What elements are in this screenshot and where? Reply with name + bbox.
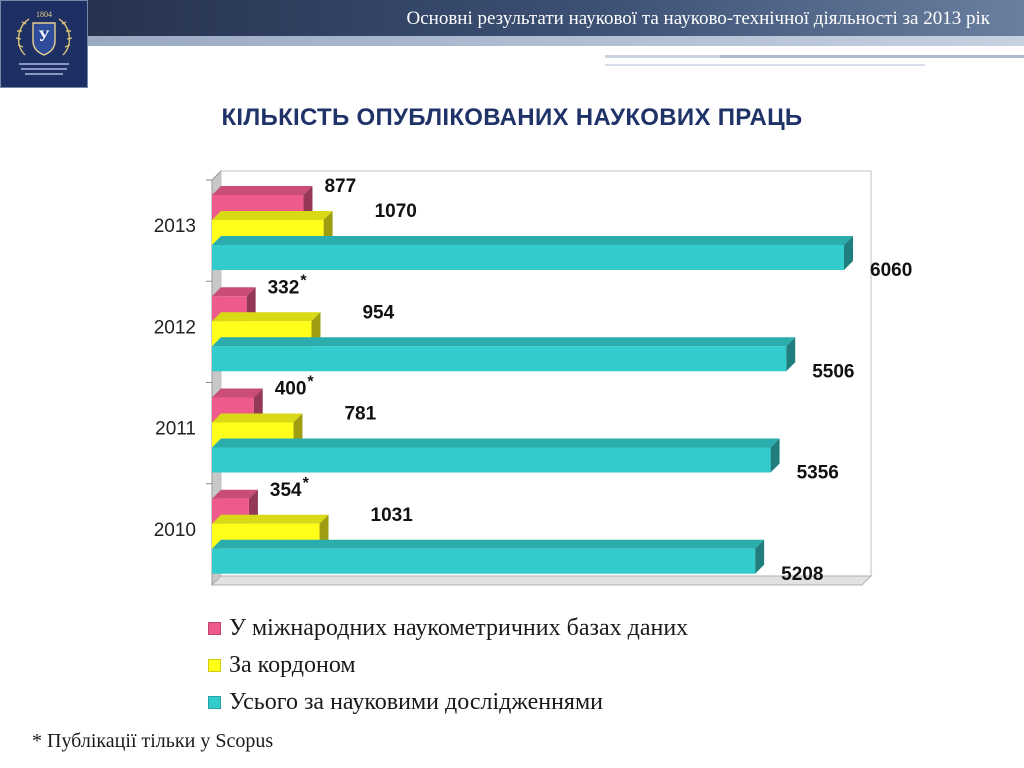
y-tick-label: 2010 xyxy=(154,520,196,541)
data-label: 332 xyxy=(268,277,300,298)
bar-top-face xyxy=(212,287,256,297)
data-label: 1070 xyxy=(375,201,417,222)
legend-swatch xyxy=(208,696,221,709)
legend-label: За кордоном xyxy=(229,652,356,678)
svg-text:У: У xyxy=(38,28,50,45)
legend-item: Усього за науковими дослідженнями xyxy=(208,686,908,723)
legend-swatch xyxy=(208,659,221,672)
data-label: 877 xyxy=(324,176,356,197)
header-band xyxy=(88,0,1024,36)
data-label: 5208 xyxy=(781,564,823,585)
bar-top-face xyxy=(212,413,303,423)
bar-top-face xyxy=(212,489,258,499)
legend-swatch xyxy=(208,622,221,635)
svg-text:1804: 1804 xyxy=(36,10,52,19)
chart-title: КІЛЬКІСТЬ ОПУБЛІКОВАНИХ НАУКОВИХ ПРАЦЬ xyxy=(221,104,803,131)
bar-top-face xyxy=(212,337,796,347)
y-tick-label: 2012 xyxy=(154,317,196,338)
bar-top-face xyxy=(212,539,765,549)
bar-top-face xyxy=(212,312,321,322)
bar-top-face xyxy=(212,388,263,398)
y-tick-label: 2011 xyxy=(155,419,196,440)
data-label-footnote-mark: * xyxy=(307,374,314,391)
header-line xyxy=(720,55,1024,69)
bar-side-face xyxy=(786,337,796,372)
slide-header: Основні результати наукової та науково-т… xyxy=(0,0,1024,92)
bar xyxy=(212,346,787,372)
data-label: 781 xyxy=(344,404,376,425)
bar-top-face xyxy=(212,236,853,245)
data-label-footnote-mark: * xyxy=(300,272,307,289)
data-label: 954 xyxy=(362,302,394,323)
plot-floor xyxy=(210,575,873,586)
page-title: Основні результати наукової та науково-т… xyxy=(406,8,990,29)
data-label: 354 xyxy=(270,480,302,501)
bar-side-face xyxy=(844,236,853,270)
legend-label: У міжнародних наукометричних базах даних xyxy=(229,615,689,641)
bar-top-face xyxy=(212,514,329,524)
header-line xyxy=(605,64,925,66)
legend-label: Усього за науковими дослідженнями xyxy=(229,689,604,715)
data-label: 5506 xyxy=(812,361,854,382)
bar-side-face xyxy=(770,438,780,473)
legend-item: У міжнародних наукометричних базах даних xyxy=(208,612,908,649)
bar-top-face xyxy=(212,211,333,220)
bar-top-face xyxy=(212,438,780,448)
legend-item: За кордоном xyxy=(208,649,908,686)
data-label: 400 xyxy=(275,379,307,400)
data-label-footnote-mark: * xyxy=(303,475,310,492)
bar-top-face xyxy=(212,186,313,195)
data-label: 5356 xyxy=(797,463,839,484)
bar xyxy=(212,548,756,574)
footnote: * Публікації тільки у Scopus xyxy=(32,730,274,752)
bar-side-face xyxy=(755,539,765,574)
bar xyxy=(212,245,844,270)
university-crest-icon: У 1804 xyxy=(0,0,88,88)
bar xyxy=(212,447,771,473)
chart-bars xyxy=(212,186,853,574)
header-accent xyxy=(88,36,1024,46)
y-tick-label: 2013 xyxy=(154,216,196,237)
data-label: 6060 xyxy=(870,260,912,281)
chart-legend: У міжнародних наукометричних базах даних… xyxy=(208,612,908,723)
data-label: 1031 xyxy=(371,505,414,526)
